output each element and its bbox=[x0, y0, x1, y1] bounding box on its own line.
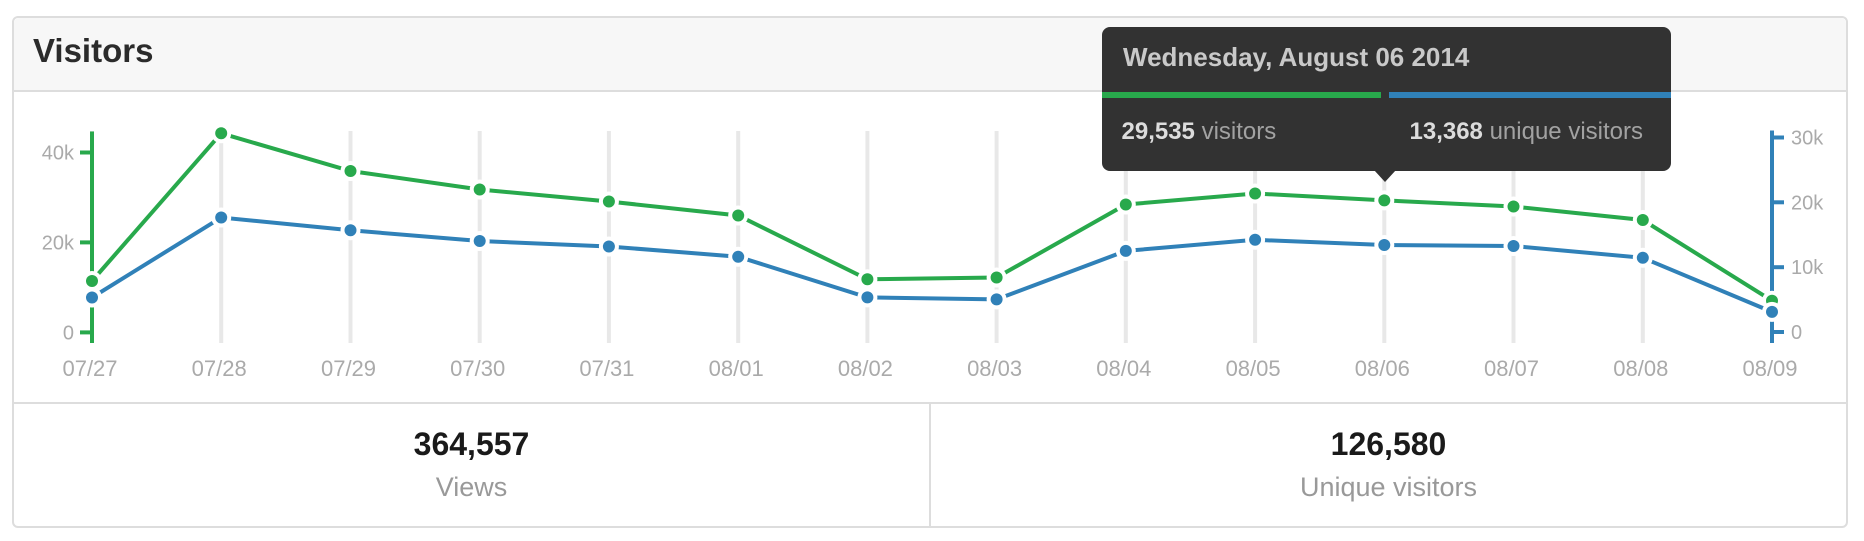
svg-text:0: 0 bbox=[1791, 322, 1802, 344]
svg-text:07/28: 07/28 bbox=[192, 356, 247, 381]
svg-text:08/04: 08/04 bbox=[1096, 356, 1151, 381]
svg-text:08/02: 08/02 bbox=[838, 356, 893, 381]
svg-text:0: 0 bbox=[63, 322, 74, 344]
svg-text:07/30: 07/30 bbox=[450, 356, 505, 381]
svg-text:30k: 30k bbox=[1791, 128, 1824, 150]
svg-text:08/06: 08/06 bbox=[1355, 356, 1410, 381]
svg-text:08/01: 08/01 bbox=[709, 356, 764, 381]
svg-text:07/29: 07/29 bbox=[321, 356, 376, 381]
svg-text:08/09: 08/09 bbox=[1742, 356, 1797, 381]
svg-text:08/05: 08/05 bbox=[1226, 356, 1281, 381]
svg-text:40k: 40k bbox=[42, 143, 75, 165]
svg-text:20k: 20k bbox=[1791, 192, 1824, 214]
svg-text:07/31: 07/31 bbox=[579, 356, 634, 381]
svg-text:08/08: 08/08 bbox=[1613, 356, 1668, 381]
svg-text:20k: 20k bbox=[42, 232, 75, 254]
svg-text:10k: 10k bbox=[1791, 257, 1824, 279]
svg-text:08/07: 08/07 bbox=[1484, 356, 1539, 381]
svg-text:07/27: 07/27 bbox=[62, 356, 117, 381]
svg-text:08/03: 08/03 bbox=[967, 356, 1022, 381]
